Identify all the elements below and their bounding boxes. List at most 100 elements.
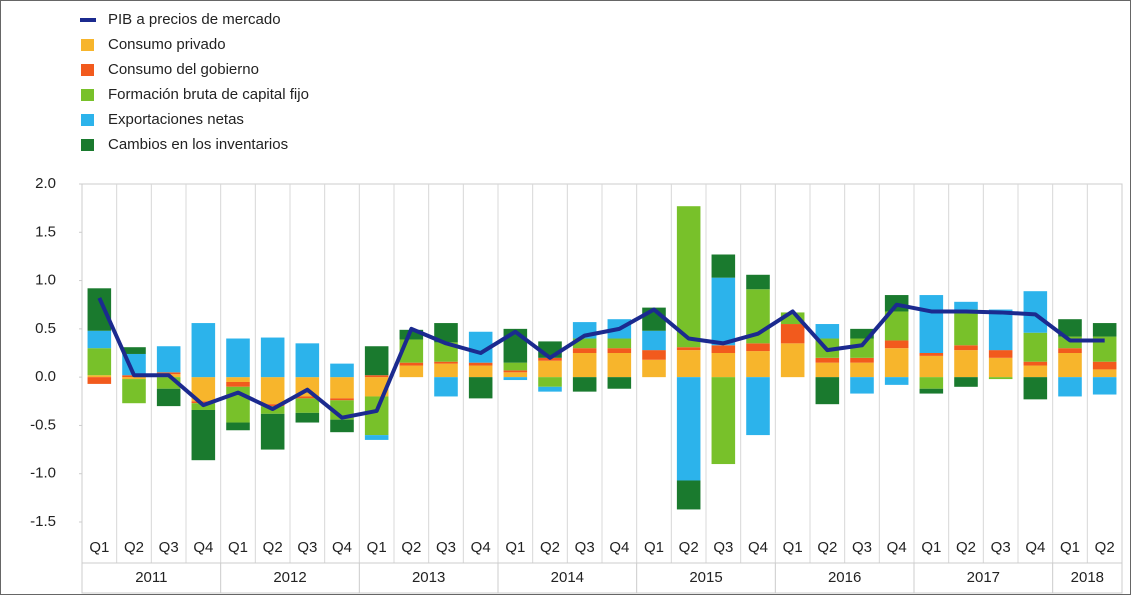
bar-segment	[364, 435, 389, 440]
bar-segment	[330, 377, 354, 399]
bar-segment	[87, 288, 112, 331]
legend-label: Cambios en los inventarios	[108, 136, 288, 153]
legend-swatch	[81, 139, 94, 151]
bar-segment	[434, 342, 458, 362]
bar-segment	[1058, 319, 1082, 337]
bar-segment	[87, 375, 112, 378]
bar-segment	[711, 377, 736, 465]
bar-segment	[226, 338, 250, 378]
bar-segment	[330, 419, 354, 433]
bar-segment	[884, 348, 909, 378]
x-tick-label: Q1	[89, 539, 109, 556]
bar-segment	[226, 422, 250, 431]
bar-segment	[954, 377, 978, 387]
bar-segment	[815, 324, 840, 339]
year-label: 2013	[412, 569, 445, 586]
bar-segment	[468, 362, 493, 366]
bar-segment	[399, 365, 424, 378]
bar-segment	[676, 480, 701, 510]
year-label: 2011	[135, 569, 167, 586]
x-tick-label: Q2	[1095, 539, 1115, 556]
year-label: 2018	[1071, 569, 1104, 586]
bar-segment	[711, 345, 736, 353]
x-tick-label: Q2	[817, 539, 837, 556]
x-tick-label: Q2	[124, 539, 144, 556]
bar-segment	[780, 312, 805, 325]
x-tick-label: Q3	[575, 539, 595, 556]
bar-segment	[988, 309, 1013, 351]
legend-label: Formación bruta de capital fijo	[108, 86, 309, 103]
x-tick-label: Q3	[713, 539, 733, 556]
bar-segment	[988, 377, 1013, 380]
x-tick-label: Q2	[263, 539, 283, 556]
legend-swatch	[81, 39, 94, 51]
bar-segment	[572, 338, 597, 349]
bar-segment	[503, 377, 528, 381]
bar-segment	[87, 377, 112, 384]
bar-segment	[1023, 377, 1048, 400]
bar-segment	[122, 347, 146, 354]
bar-segment	[607, 353, 632, 378]
x-tick-label: Q3	[852, 539, 872, 556]
bar-segment	[780, 343, 805, 378]
legend-label: Exportaciones netas	[108, 111, 244, 128]
bar-segment	[295, 396, 320, 399]
bar-segment	[434, 377, 458, 397]
y-tick-label: -1.5	[30, 513, 56, 530]
y-tick-label: 0.0	[35, 368, 56, 385]
bar-segment	[191, 377, 216, 402]
bar-segment	[399, 362, 424, 366]
bar-segment	[954, 350, 978, 378]
legend-label: Consumo privado	[108, 36, 226, 53]
bar-segment	[919, 295, 944, 353]
bar-segment	[538, 386, 562, 392]
bar-segment	[815, 377, 840, 405]
bar-segment	[330, 398, 354, 401]
legend-label: Consumo del gobierno	[108, 61, 259, 78]
bar-segment	[607, 348, 632, 353]
bar-segment	[538, 377, 562, 387]
bar-segment	[156, 346, 181, 373]
bar-segment	[156, 377, 181, 389]
bar-segment	[330, 363, 354, 378]
bar-segment	[434, 323, 458, 343]
bar-segment	[1023, 361, 1048, 366]
line	[97, 297, 1105, 420]
bar-segment	[642, 359, 666, 378]
x-tick-label: Q4	[471, 539, 491, 556]
bar-segment	[676, 206, 701, 348]
bar-segment	[434, 361, 458, 364]
bar-segment	[815, 357, 840, 363]
bar-segment	[1023, 332, 1048, 362]
bar-segment	[260, 413, 285, 450]
bar-segment	[468, 331, 493, 363]
x-tick-label: Q1	[644, 539, 664, 556]
x-tick-label: Q1	[1060, 539, 1080, 556]
bar-segment	[503, 372, 528, 378]
y-tick-label: -1.0	[30, 465, 56, 482]
bar-segment	[364, 375, 389, 378]
bar-segment	[954, 301, 978, 310]
bar-segment	[850, 328, 874, 339]
y-tick-label: 0.5	[35, 320, 56, 337]
bar-segment	[503, 370, 528, 373]
x-tick-label: Q1	[228, 539, 248, 556]
bar-segment	[468, 377, 493, 399]
bar-segment	[919, 377, 944, 389]
bar-segment	[572, 348, 597, 353]
y-tick-label: -0.5	[30, 416, 56, 433]
bar-segment	[156, 388, 181, 407]
bar-segment	[364, 396, 389, 436]
bar-segment	[572, 353, 597, 378]
bar-segment	[815, 362, 840, 378]
bar-segment	[919, 353, 944, 356]
bar-segment	[607, 338, 632, 349]
x-tick-label: Q2	[401, 539, 421, 556]
bar-segment	[364, 346, 389, 376]
legend-label: PIB a precios de mercado	[108, 11, 281, 28]
legend-swatch	[81, 89, 94, 101]
bar-segment	[468, 365, 493, 378]
bar-segment	[1023, 291, 1048, 333]
bar-segment	[1092, 377, 1117, 395]
bar-segment	[988, 350, 1013, 358]
